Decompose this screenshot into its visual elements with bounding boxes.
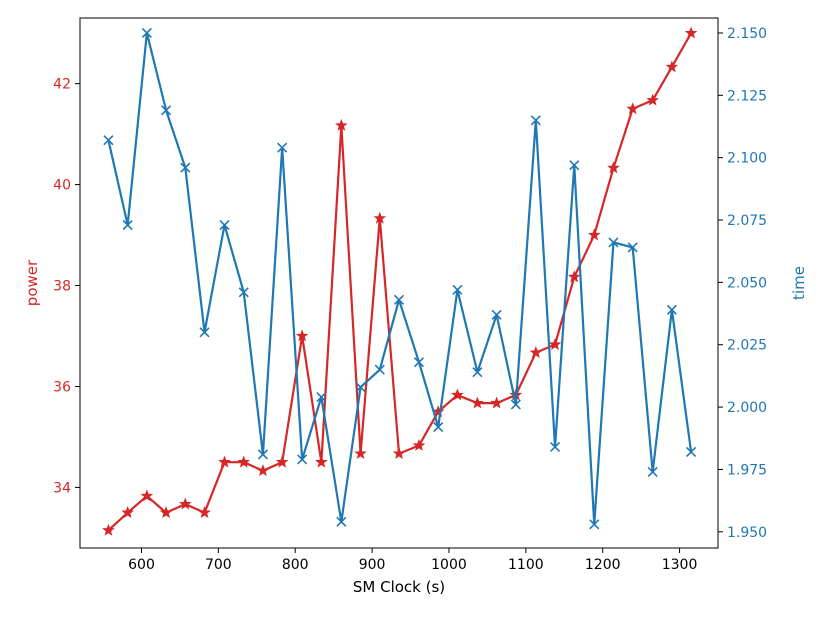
y-axis-right: 1.950 1.975 2.000 2.025 2.050 2.075 2.100 2.125… [718, 26, 767, 541]
data-point-star [548, 337, 562, 350]
data-point-star [335, 118, 348, 131]
data-point-x [199, 327, 210, 338]
x-tick-label: 1300 [662, 557, 698, 573]
data-point-x [238, 287, 249, 298]
data-point-x [491, 309, 502, 320]
data-point-x [589, 519, 600, 530]
data-point-star [140, 489, 154, 502]
y-right-tick-label: 2.100 [727, 151, 767, 167]
data-point-star [373, 211, 387, 224]
data-point-star [587, 228, 601, 241]
data-point-x [627, 242, 638, 253]
data-point-x [472, 367, 483, 378]
x-axis: 600 700 800 900 1000 1100 1200 1300 [128, 548, 697, 573]
data-point-x [336, 516, 347, 527]
x-tick-label: 1100 [508, 557, 544, 573]
data-point-star [607, 161, 620, 174]
y-right-tick-label: 2.025 [727, 338, 767, 354]
data-point-x [510, 399, 521, 410]
data-point-star [354, 446, 367, 459]
y-left-tick-label: 36 [53, 379, 71, 395]
data-point-star [237, 455, 251, 468]
y-right-tick-label: 2.125 [727, 88, 767, 104]
data-point-x [393, 294, 405, 305]
y-left-tick-label: 34 [53, 480, 71, 496]
data-point-star [295, 329, 309, 342]
x-tick-label: 800 [282, 557, 309, 573]
data-point-x [355, 382, 366, 393]
y-right-tick-label: 2.000 [727, 400, 767, 416]
data-point-x [452, 284, 463, 295]
data-point-x [569, 160, 580, 171]
data-point-star [529, 346, 543, 359]
x-axis-label: SM Clock (s) [353, 578, 445, 596]
plot-area [102, 26, 698, 536]
data-point-x [103, 135, 114, 146]
power-series [102, 26, 698, 536]
data-point-star [646, 93, 659, 106]
data-point-star [684, 26, 698, 39]
data-point-star [275, 455, 289, 468]
data-point-x [141, 27, 152, 39]
data-point-x [413, 357, 425, 368]
data-point-star [626, 102, 639, 115]
data-point-x [549, 441, 561, 453]
data-point-x [666, 304, 677, 315]
x-tick-label: 1200 [585, 557, 621, 573]
y-left-tick-label: 38 [53, 279, 71, 295]
y-right-tick-label: 2.050 [727, 275, 767, 291]
data-point-x [686, 446, 697, 458]
x-tick-label: 700 [205, 557, 232, 573]
y-axis-left-label: power [23, 259, 41, 306]
y-axis-left: 34 36 38 40 42 [53, 77, 80, 496]
data-point-star [121, 506, 134, 519]
data-point-star [567, 270, 581, 283]
data-point-star [102, 523, 115, 536]
data-point-x [219, 219, 230, 231]
data-point-star [198, 506, 211, 519]
y-axis-right-label: time [790, 266, 808, 300]
data-point-star [392, 446, 406, 459]
data-point-x [277, 142, 288, 153]
y-right-tick-label: 1.975 [727, 462, 767, 478]
data-point-star [490, 396, 503, 409]
y-left-tick-label: 42 [53, 77, 71, 93]
data-point-x [316, 392, 327, 403]
y-left-tick-label: 40 [53, 178, 71, 194]
data-point-x [161, 105, 172, 116]
data-point-x [297, 454, 308, 465]
data-point-star [451, 388, 464, 401]
data-point-x [433, 421, 444, 433]
data-point-x [374, 364, 385, 375]
x-tick-label: 1000 [431, 557, 467, 573]
data-point-star [665, 60, 679, 73]
data-point-star [256, 464, 270, 477]
data-point-x [180, 162, 191, 173]
data-point-star [315, 455, 328, 468]
data-point-star [471, 396, 484, 409]
y-right-tick-label: 2.150 [727, 26, 767, 42]
data-point-x [647, 466, 658, 477]
data-point-star [159, 506, 173, 519]
data-point-x [530, 115, 541, 126]
data-point-star [178, 497, 192, 510]
y-right-tick-label: 2.075 [727, 213, 767, 229]
y-right-tick-label: 1.950 [727, 525, 767, 541]
x-tick-label: 900 [359, 557, 386, 573]
data-point-x [608, 237, 619, 248]
time-series [103, 27, 697, 530]
x-tick-label: 600 [128, 557, 155, 573]
data-point-star [218, 455, 231, 468]
data-point-x [257, 449, 269, 460]
data-point-x [122, 219, 133, 231]
data-point-star [412, 438, 426, 451]
plot-frame [79, 17, 719, 549]
